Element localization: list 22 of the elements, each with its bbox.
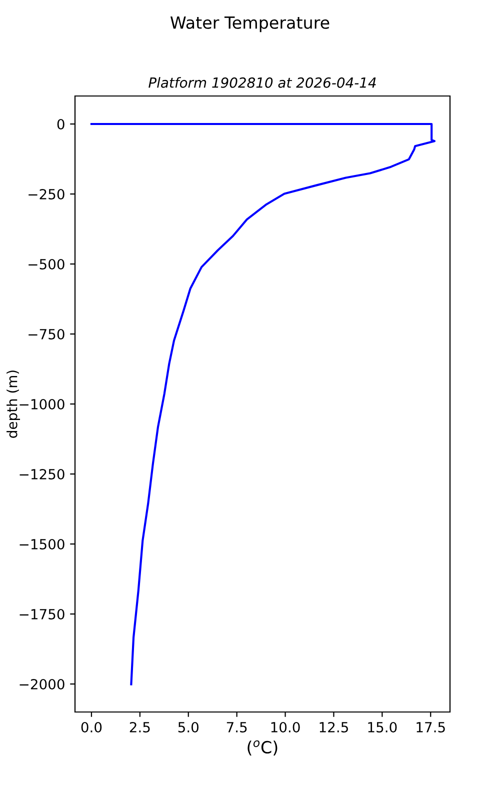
y-axis-title: depth (m) [6,370,20,438]
x-axis-title: ($^{o}$C) [248,740,278,756]
y-tick-label: 0 [57,118,64,130]
y-tick-label: −1250 [20,468,64,480]
x-tick-label: 7.5 [226,722,247,732]
y-tick-label: −2000 [20,678,64,690]
x-tick-label: 5.0 [178,722,198,732]
line-series [90,122,436,686]
x-tick-label: 10.0 [271,722,300,732]
y-tick-label: −1750 [20,608,64,620]
y-tick-label: −750 [28,328,64,340]
x-tick-label: 17.5 [416,722,445,732]
y-tick-label: −1000 [20,398,64,410]
x-tick-label: 2.5 [130,722,150,732]
x-tick-label: 0.0 [81,722,102,732]
x-tick-label: 12.5 [320,722,348,732]
chart-title: Water Temperature [170,16,330,32]
x-tick-label: 15.0 [368,722,397,732]
y-tick-label: −500 [28,258,64,270]
y-tick-label: −250 [28,188,64,200]
chart-subtitle: Platform 1902810 at 2026-04-14 [148,77,376,88]
y-tick-label: −1500 [20,538,64,550]
